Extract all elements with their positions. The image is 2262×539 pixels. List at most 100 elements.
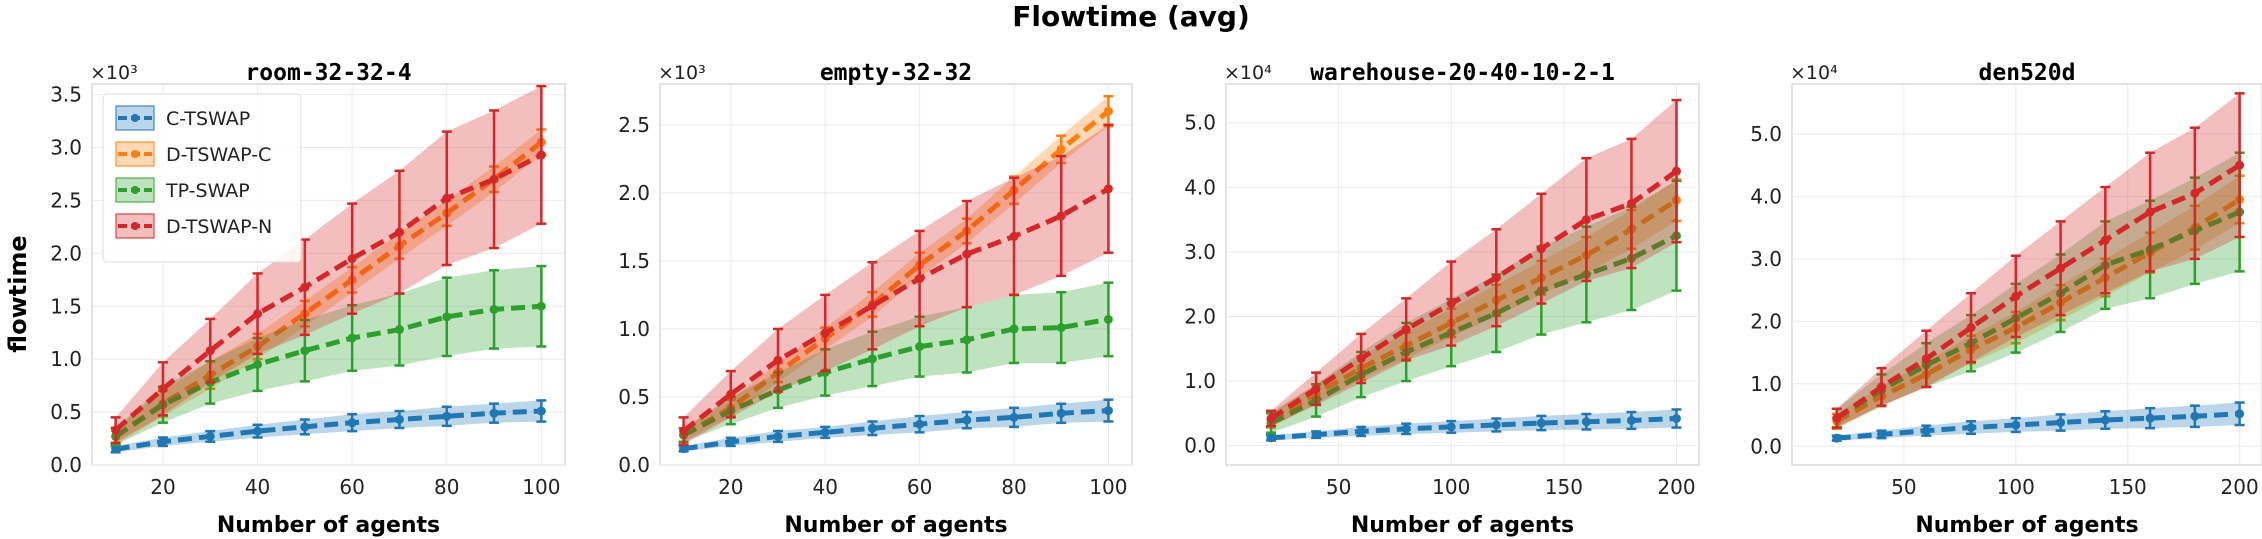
data-point [2011,291,2021,301]
data-point [915,274,925,284]
data-point [158,384,168,394]
y-tick-label: 2.0 [618,181,650,205]
y-tick-label: 0.0 [1184,434,1216,458]
x-tick-label: 150 [2109,475,2147,499]
data-point [2190,411,2200,421]
series-line [114,140,543,439]
y-tick-label: 1.0 [50,347,82,371]
y-tick-label: 3.5 [50,83,82,107]
data-point [442,312,452,322]
y-tick-label: 2.5 [50,188,82,212]
y-tick-label: 1.0 [618,317,650,341]
data-point [867,354,877,364]
data-point [1311,430,1321,440]
data-point [2235,160,2245,170]
data-point [1056,211,1066,221]
data-point [1356,353,1366,363]
series-d-tswap-n [110,84,547,445]
y-tick-label: 1.5 [618,249,650,273]
series-d-tswap-n [678,123,1114,446]
data-point [1626,415,1636,425]
data-point [867,301,877,311]
data-point [1877,382,1887,392]
data-point [1832,413,1842,423]
data-point [394,227,404,237]
data-point [773,431,783,441]
figure-title: Flowtime (avg) [1012,0,1250,33]
data-point [1103,406,1113,416]
series-line [1835,209,2241,421]
legend: C-TSWAP D-TSWAP-C TP-SWAP D-TSWAP-N [102,93,302,263]
y-tick-label: 0.5 [50,400,82,424]
data-point [2145,207,2155,217]
data-point [2145,413,2155,423]
data-point [1921,354,1931,364]
data-point [962,415,972,425]
axis-multiplier: ×10⁴ [1224,62,1272,84]
y-tick-label: 0.5 [618,385,650,409]
y-tick-label: 0.0 [1750,434,1782,458]
data-point [1103,184,1113,194]
legend-label-d-tswap-n: D-TSWAP-N [166,216,272,238]
data-point [300,346,310,356]
data-point [1009,412,1019,422]
x-axis-label: Number of agents [1351,513,1574,538]
error-band [115,86,542,443]
data-point [962,335,972,345]
series-c-tswap [678,398,1114,454]
error-band [1271,100,1677,427]
series-d-tswap-n [1266,98,1682,428]
x-tick-label: 100 [522,475,560,499]
data-point [300,282,310,292]
data-point [536,150,546,160]
legend-label-d-tswap-c: D-TSWAP-C [166,144,271,166]
data-point [1536,244,1546,254]
error-band [1836,93,2240,428]
y-tick-label: 2.0 [1184,304,1216,328]
panel-warehouse-20-40-10-2-1: 0.0 1.0 2.0 3.0 4.0 5.0 50 100 150 200 Number of a… [1184,60,1700,538]
data-point [111,444,121,454]
axis-multiplier: ×10³ [90,62,138,84]
data-point [820,328,830,338]
x-tick-label: 50 [1326,475,1351,499]
series-line [114,303,542,439]
x-tick-label: 80 [1001,475,1026,499]
y-tick-label: 3.0 [1184,240,1216,264]
data-point [1877,429,1887,439]
x-tick-label: 20 [150,475,175,499]
y-tick-label: 1.0 [1750,372,1782,396]
series-line [1269,169,1678,421]
x-tick-label: 60 [339,475,364,499]
data-point [1266,433,1276,443]
data-point [1056,323,1066,333]
data-point [489,408,499,418]
series-line [115,408,542,452]
data-point [2056,418,2066,428]
data-point [962,249,972,259]
data-point [2190,188,2200,198]
data-point [1009,231,1019,241]
series-d-tswap-n [1831,92,2245,429]
error-band [1271,409,1677,441]
data-point [1056,408,1066,418]
data-point [1009,324,1019,334]
x-axis-label: Number of agents [1915,513,2138,538]
data-point [773,355,783,365]
series-line [1269,233,1678,426]
data-point [253,359,263,369]
data-point [1581,417,1591,427]
x-tick-label: 100 [1432,475,1470,499]
series-c-tswap [1266,408,1682,443]
data-point [1103,106,1113,116]
data-point [1671,166,1681,176]
data-point [867,423,877,433]
panel-title: warehouse-20-40-10-2-1 [1310,60,1615,86]
data-point [1446,422,1456,432]
series-c-tswap [1831,401,2245,443]
data-point [1966,423,1976,433]
data-point [253,426,263,436]
series-line [1835,163,2241,421]
data-point [489,304,499,314]
legend-marker [131,186,139,194]
